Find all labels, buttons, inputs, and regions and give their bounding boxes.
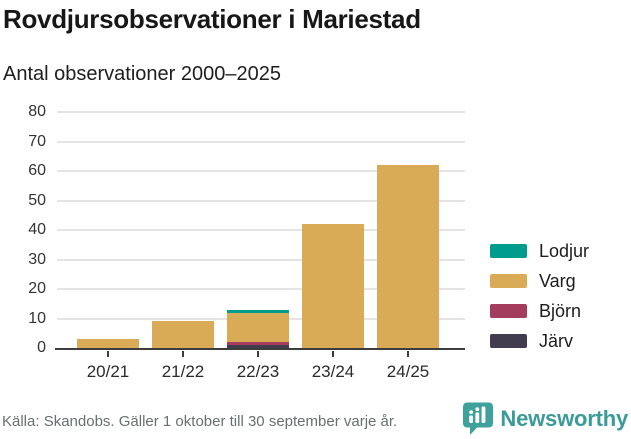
x-axis-tick [407,350,409,357]
chart-subtitle: Antal observationer 2000–2025 [3,63,281,85]
gridline [57,229,465,231]
page-title: Rovdjursobservationer i Mariestad [3,4,421,34]
y-axis-tick-label: 70 [28,132,46,150]
bar-chart: Lodjur Varg Björn Järv 0 10 20 30 40 50 60 70 80 20/… [0,103,631,392]
y-axis-tick-label: 80 [28,103,46,120]
gridline [57,288,465,290]
bar-column-20-21 [77,339,139,348]
y-axis-tick-label: 60 [28,162,46,179]
bar-segment-varg [152,321,214,348]
bar-segment-varg [302,224,364,348]
legend-item-järv: Järv [490,326,589,356]
y-axis-tick-label: 50 [28,191,46,209]
legend-item-varg: Varg [490,266,589,296]
legend-item-lodjur: Lodjur [490,236,589,266]
legend-swatch [490,244,527,258]
gridline [57,140,465,143]
bar-segment-lodjur [227,309,289,313]
legend-label: Järv [539,330,574,351]
bar-segment-björn [227,342,289,346]
x-axis-tick [182,350,184,357]
bar-segment-varg [77,339,139,348]
x-axis-tick-label: 20/21 [86,362,130,381]
bar-column-24-25 [377,165,439,348]
gridline [57,170,465,172]
legend-swatch [490,334,527,348]
y-axis-tick-label: 40 [28,221,46,238]
newsworthy-icon [463,402,494,435]
x-axis-tick [257,350,259,357]
bar-column-21-22 [152,321,214,348]
legend-item-björn: Björn [490,296,589,326]
legend-swatch [490,304,527,318]
y-axis-tick-label: 10 [28,309,46,327]
y-axis-tick-label: 30 [28,250,46,268]
bar-column-23-24 [302,224,364,348]
brand-logo: Newsworthy [462,401,628,436]
legend-label: Varg [539,270,576,291]
x-axis-tick [332,350,334,357]
y-axis-tick-label: 20 [28,280,46,297]
x-axis-tick-label: 22/23 [236,362,280,381]
bar-column-22-23 [227,309,289,348]
gridline [57,199,465,202]
y-axis-tick-label: 0 [37,339,46,356]
x-axis-tick-label: 21/22 [161,362,205,381]
gridline [57,258,465,261]
source-note: Källa: Skandobs. Gäller 1 oktober till 3… [2,413,398,430]
bar-segment-varg [377,165,439,348]
x-axis-tick-label: 24/25 [386,362,430,381]
plot-area [55,111,465,350]
legend-label: Björn [539,300,582,321]
x-axis-tick [107,350,109,357]
chart-legend: Lodjur Varg Björn Järv [490,236,589,356]
bar-segment-varg [227,312,289,343]
bar-segment-järv [227,345,289,348]
gridline [57,111,465,113]
x-axis-tick-label: 23/24 [311,362,355,381]
legend-swatch [490,274,527,288]
legend-label: Lodjur [539,240,590,261]
brand-name: Newsworthy [500,405,628,431]
